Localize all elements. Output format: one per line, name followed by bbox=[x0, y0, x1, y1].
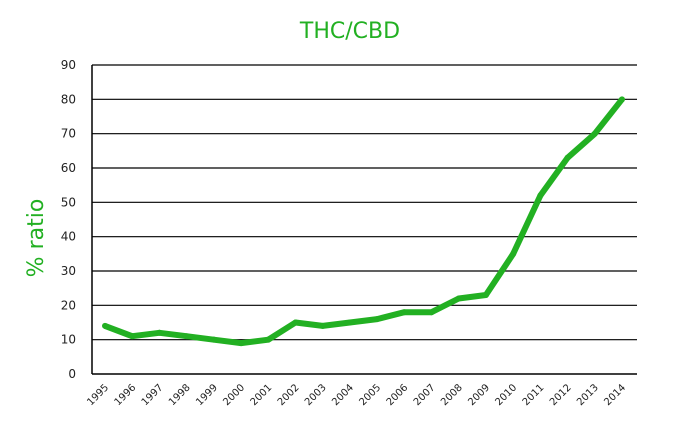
x-tick-label-2012: 2012 bbox=[548, 382, 574, 408]
x-tick-label-1996: 1996 bbox=[113, 382, 139, 408]
x-tick-label-2001: 2001 bbox=[249, 382, 275, 408]
y-tick-label-10: 10 bbox=[61, 333, 76, 347]
x-tick-label-2011: 2011 bbox=[521, 382, 547, 408]
x-tick-label-2007: 2007 bbox=[412, 382, 438, 408]
chart-title: THC/CBD bbox=[299, 19, 400, 44]
data-point-2007 bbox=[428, 309, 435, 316]
y-tick-label-60: 60 bbox=[61, 161, 76, 175]
data-point-2003 bbox=[319, 322, 326, 329]
axis-layer bbox=[91, 65, 637, 375]
data-point-2000 bbox=[238, 340, 245, 347]
data-point-2006 bbox=[401, 309, 408, 316]
x-tick-label-1995: 1995 bbox=[85, 382, 111, 408]
x-tick-label-1999: 1999 bbox=[194, 382, 220, 408]
data-point-1997 bbox=[156, 329, 163, 336]
y-tick-label-40: 40 bbox=[61, 230, 76, 244]
x-tick-label-1998: 1998 bbox=[167, 382, 193, 408]
y-tick-labels: 0 10 20 30 40 50 60 70 80 90 bbox=[61, 58, 76, 381]
x-tick-label-2005: 2005 bbox=[357, 382, 383, 408]
series-line-0 bbox=[103, 97, 625, 347]
x-tick-labels: 1995 1996 1997 1998 1999 2000 2001 2002 2003 2004… bbox=[85, 382, 628, 408]
x-tick-label-2003: 2003 bbox=[303, 382, 329, 408]
data-point-1996 bbox=[129, 333, 136, 340]
data-point-2001 bbox=[265, 336, 272, 343]
y-tick-label-70: 70 bbox=[61, 127, 76, 141]
x-tick-label-2014: 2014 bbox=[602, 382, 628, 408]
y-tick-label-30: 30 bbox=[61, 264, 76, 278]
data-point-2008 bbox=[455, 295, 462, 302]
x-tick-label-2004: 2004 bbox=[330, 382, 356, 408]
x-tick-label-2013: 2013 bbox=[575, 382, 601, 408]
y-tick-label-50: 50 bbox=[61, 195, 76, 209]
y-tick-label-0: 0 bbox=[68, 367, 76, 381]
x-tick-label-2006: 2006 bbox=[385, 382, 411, 408]
data-point-2010 bbox=[510, 250, 517, 257]
data-point-2005 bbox=[374, 316, 381, 323]
data-point-2012 bbox=[564, 154, 571, 161]
data-point-1998 bbox=[183, 333, 190, 340]
x-tick-label-2002: 2002 bbox=[276, 382, 302, 408]
y-tick-label-80: 80 bbox=[61, 92, 76, 106]
x-tick-label-2000: 2000 bbox=[221, 382, 247, 408]
data-point-2014 bbox=[619, 96, 625, 103]
data-point-2009 bbox=[482, 292, 489, 299]
x-tick-label-1997: 1997 bbox=[140, 382, 166, 408]
data-point-1995 bbox=[102, 322, 108, 329]
data-point-2013 bbox=[591, 130, 598, 137]
y-tick-label-90: 90 bbox=[61, 58, 76, 72]
data-point-2002 bbox=[292, 319, 299, 326]
series-layer bbox=[102, 96, 625, 347]
y-axis-label: % ratio bbox=[24, 199, 49, 278]
data-point-2011 bbox=[537, 192, 544, 199]
x-tick-label-2009: 2009 bbox=[466, 382, 492, 408]
data-point-1999 bbox=[210, 336, 217, 343]
grid-layer bbox=[92, 64, 637, 341]
data-point-2004 bbox=[346, 319, 353, 326]
x-tick-label-2010: 2010 bbox=[494, 382, 520, 408]
x-tick-label-2008: 2008 bbox=[439, 382, 465, 408]
y-tick-label-20: 20 bbox=[61, 298, 76, 312]
